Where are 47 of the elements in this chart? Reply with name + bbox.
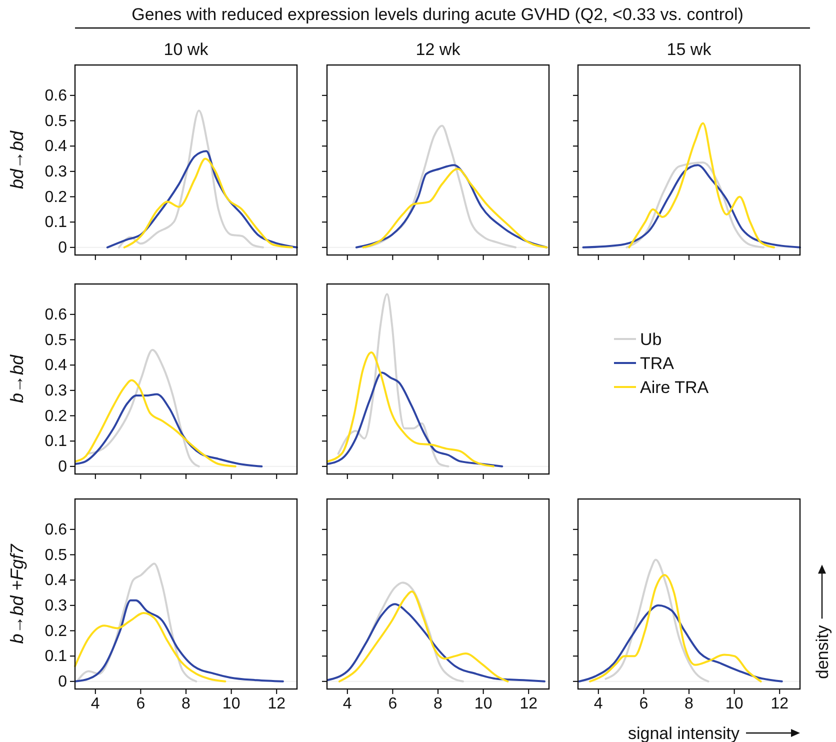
y-tick-label: 0.2: [44, 188, 68, 206]
y-axis-title: b→bd +Fgf7: [7, 543, 27, 644]
y-tick-label: 0: [58, 674, 68, 691]
y-tick-label: 0: [58, 240, 68, 257]
x-tick-label: 8: [434, 695, 443, 712]
y-tick-label: 0.3: [44, 164, 68, 181]
x-tick-label: 6: [136, 695, 146, 712]
y-tick-label: 0.1: [44, 648, 68, 666]
y-tick-label: 0.5: [44, 332, 68, 349]
x-tick-label: 10: [222, 695, 240, 712]
x-tick-label: 10: [474, 695, 492, 712]
y-tick-label: 0.4: [44, 357, 68, 374]
x-tick-label: 4: [342, 695, 352, 712]
y-tick-label: 0: [58, 458, 68, 476]
x-tick-label: 12: [770, 695, 789, 712]
legend-label: Aire TRA: [640, 378, 710, 397]
x-tick-label: 6: [639, 695, 648, 712]
text: Genes with reduced expression levels during acute GVHD (Q2, <0.33 vs. control): [132, 5, 744, 24]
x-tick-label: 8: [182, 695, 191, 712]
x-tick-label: 4: [594, 695, 603, 712]
x-tick-label: 12: [520, 695, 538, 712]
x-tick-label: 8: [684, 695, 694, 712]
x-tick-label: 6: [388, 695, 398, 712]
y-tick-label: 0.2: [44, 622, 68, 640]
y-tick-label: 0.4: [44, 138, 68, 156]
y-tick-label: 0.6: [44, 306, 68, 324]
y-tick-label: 0.2: [44, 408, 68, 425]
chart-title: 15 wk: [666, 40, 712, 59]
legend-label: TRA: [640, 354, 675, 373]
x-tick-label: 4: [90, 695, 100, 712]
y-tick-label: 0.5: [44, 112, 68, 130]
y-tick-label: 0.6: [44, 88, 68, 105]
legend-label: Ub: [640, 330, 662, 349]
y-axis-title: bd→bd: [7, 130, 27, 190]
y-tick-label: 0.3: [44, 598, 68, 615]
x-tick-label: 10: [725, 695, 744, 712]
y-tick-label: 0.6: [44, 522, 68, 539]
y-tick-label: 0.1: [44, 433, 68, 450]
y-tick-label: 0.3: [44, 382, 68, 400]
chart-title: 12 wk: [416, 40, 461, 59]
x-tick-label: 12: [268, 695, 286, 712]
y-tick-label: 0.5: [44, 546, 68, 564]
y-axis-title: b→bd: [7, 354, 27, 404]
chart-title: 10 wk: [164, 40, 209, 59]
y-tick-label: 0.4: [44, 572, 68, 590]
y-tick-label: 0.1: [44, 214, 68, 232]
y2-axis-title: density: [813, 624, 832, 679]
